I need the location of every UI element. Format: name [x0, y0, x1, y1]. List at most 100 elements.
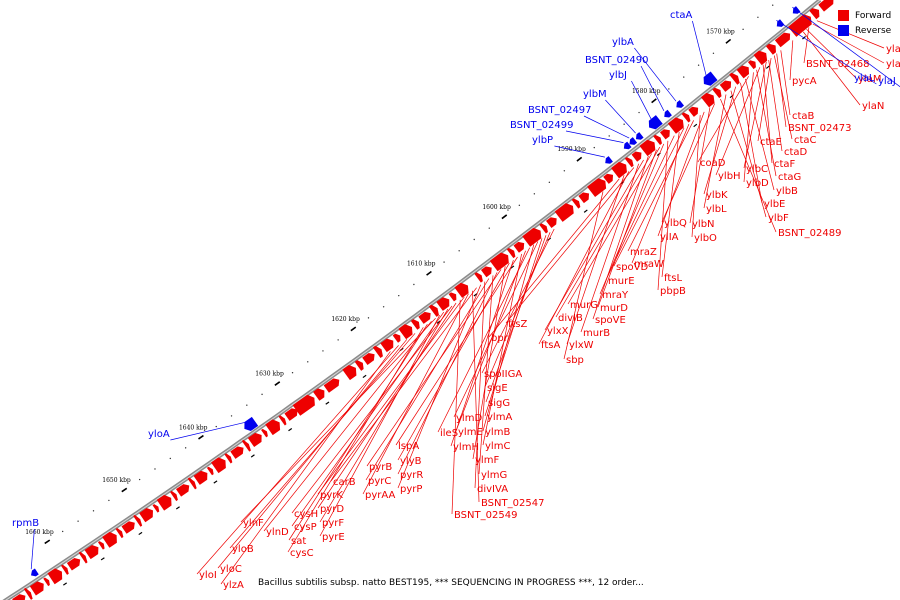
forward-gene-arrow	[545, 217, 557, 229]
minor-tick	[518, 204, 521, 207]
gene-label-cysh: cysH	[294, 509, 318, 520]
forward-gene-leader	[450, 259, 514, 447]
forward-gene-arrow	[624, 157, 634, 168]
minor-tick	[322, 350, 324, 352]
forward-gene-arrow	[342, 364, 357, 381]
gene-label-yloi: yloI	[199, 570, 217, 581]
forward-gene-leader	[478, 275, 494, 475]
gene-label-ylbf: ylbF	[768, 213, 789, 224]
forward-gene-arrow	[372, 345, 383, 359]
kbp-label: 1640 kbp	[179, 424, 208, 431]
forward-gene-arrow	[410, 319, 420, 330]
gene-label-ctag: ctaG	[778, 172, 801, 183]
minor-tick	[668, 88, 670, 90]
kbp-tick	[44, 539, 51, 545]
forward-gene-arrow	[241, 439, 251, 452]
forward-gene-leader	[397, 272, 498, 475]
gene-label-ylnd: ylnD	[266, 527, 289, 538]
forward-gene-leader	[472, 290, 480, 503]
forward-gene-arrow	[667, 117, 684, 134]
kbp-label: 1620 kbp	[331, 316, 360, 323]
gene-label-bsnt-02489: BSNT_02489	[778, 228, 841, 239]
forward-gene-arrow	[115, 527, 124, 539]
reverse-gene-arrow	[635, 132, 644, 140]
gene-label-ylal: ylaL	[854, 73, 875, 84]
gene-label-ylxx: ylxX	[547, 326, 569, 337]
legend-swatch-forward	[838, 10, 849, 21]
reverse-gene-arrow	[648, 115, 663, 130]
gene-label-ylbq: ylbQ	[664, 218, 687, 229]
forward-gene-leader	[597, 149, 657, 308]
gene-label-ylia: ylIA	[660, 232, 679, 243]
gene-label-mure: murE	[608, 276, 635, 287]
reverse-gene-arrow	[664, 109, 672, 118]
gene-label-ylmd: ylmD	[456, 413, 482, 424]
minor-tick	[533, 193, 536, 195]
forward-gene-leader	[263, 320, 432, 532]
gene-label-ftsa: ftsA	[541, 340, 560, 351]
minor-tick	[623, 123, 625, 125]
gene-label-ctaa: ctaA	[670, 10, 693, 21]
forward-gene-arrow	[398, 324, 413, 340]
minor-tick	[772, 4, 774, 6]
forward-gene-arrow	[719, 80, 732, 92]
forward-gene-leader	[605, 135, 675, 281]
forward-gene-arrow	[170, 490, 178, 502]
forward-gene-arrow	[206, 466, 214, 476]
minor-tick	[291, 372, 294, 374]
minor-tick	[367, 317, 370, 319]
forward-gene-leader	[566, 174, 625, 345]
forward-gene-arrow	[211, 457, 226, 474]
gene-label-pyca: pycA	[792, 76, 817, 87]
gene-label-ylbc: ylbC	[746, 164, 768, 175]
forward-gene-leader	[451, 299, 461, 515]
kbp-tick	[274, 381, 281, 386]
forward-gene-arrow	[354, 360, 364, 371]
forward-gene-leader	[229, 333, 416, 549]
gene-label-diviva: divIVA	[477, 484, 508, 495]
minor-tick	[697, 64, 700, 66]
gene-label-cysp: cysP	[294, 522, 317, 533]
forward-gene-arrow	[659, 129, 670, 140]
forward-gene-leader	[740, 82, 763, 204]
forward-gene-arrow	[60, 564, 69, 575]
forward-gene-leader	[812, 23, 885, 64]
gene-label-yloa: yloA	[148, 429, 170, 440]
forward-gene-leader	[317, 302, 457, 509]
forward-gene-arrow	[313, 388, 325, 401]
forward-gene-arrow	[554, 203, 574, 222]
forward-gene-leader	[220, 351, 391, 585]
forward-gene-leader	[362, 293, 469, 495]
forward-gene-arrow	[152, 504, 160, 513]
forward-gene-arrow	[596, 179, 606, 190]
forward-gene-leader	[580, 163, 640, 333]
gene-label-murd: murD	[600, 303, 628, 314]
legend-swatch-reverse	[838, 25, 849, 36]
minor-tick	[307, 361, 309, 363]
forward-gene-leader	[482, 253, 522, 446]
kbp-tick	[198, 434, 204, 440]
inner-tick	[288, 427, 293, 432]
gene-label-ylbd: ylbD	[746, 178, 769, 189]
inner-tick	[325, 401, 330, 405]
forward-gene-leader	[720, 98, 777, 233]
forward-gene-leader	[661, 131, 680, 278]
forward-gene-arrow	[489, 252, 509, 272]
forward-gene-leader	[395, 256, 518, 446]
reverse-gene-leader	[583, 115, 630, 139]
forward-gene-arrow	[480, 266, 492, 278]
kbp-label: 1650 kbp	[102, 477, 131, 484]
forward-gene-arrow	[102, 531, 117, 548]
forward-gene-arrow	[47, 568, 63, 585]
minor-tick	[638, 111, 640, 114]
forward-gene-leader	[505, 167, 635, 324]
forward-gene-leader	[196, 345, 399, 575]
forward-gene-leader	[291, 305, 453, 514]
gene-label-spoiiga: spoIIGA	[484, 369, 522, 380]
gene-label-bsnt-02549: BSNT_02549	[454, 510, 517, 521]
forward-gene-arrow	[175, 484, 190, 497]
gene-label-ylbh: ylbH	[718, 171, 741, 182]
gene-label-ylmf: ylmF	[475, 455, 499, 466]
minor-tick	[154, 468, 156, 470]
